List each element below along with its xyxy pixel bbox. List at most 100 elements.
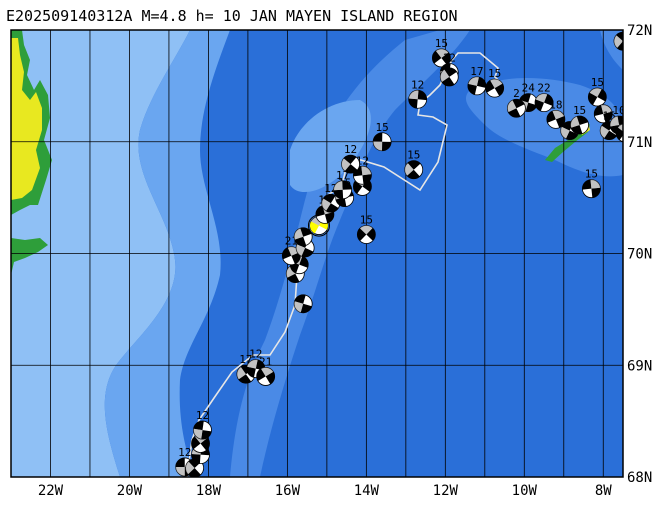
- compressional-quadrant: [588, 89, 607, 105]
- dilatational-shading: [408, 90, 419, 100]
- map-area: 1212121712211921121212151212171515151215…: [11, 20, 634, 477]
- event-marker[interactable]: 17: [467, 65, 487, 96]
- dilatational-shading: [294, 301, 304, 313]
- lon-tick-label: 8W: [595, 483, 612, 499]
- event-marker[interactable]: 17: [333, 169, 353, 200]
- compressional-quadrant: [561, 121, 578, 140]
- dilatational-shading: [614, 35, 623, 48]
- compressional-quadrant: [193, 421, 212, 440]
- dilatational-shading: [590, 179, 601, 189]
- compressional-quadrant: [616, 32, 623, 51]
- event-marker[interactable]: 15: [485, 67, 505, 98]
- compressional-quadrant: [294, 227, 312, 246]
- event-marker[interactable]: 22: [534, 82, 554, 113]
- event-marker[interactable]: 15: [582, 168, 601, 199]
- dilatational-shading: [570, 116, 580, 128]
- event-marker[interactable]: [293, 227, 313, 247]
- dilatational-shading: [286, 265, 296, 278]
- lat-tick-label: 72N: [627, 23, 652, 39]
- dilatational-shading: [236, 366, 246, 380]
- lon-tick-label: 18W: [196, 483, 222, 499]
- event-marker[interactable]: 24: [518, 82, 538, 113]
- event-marker[interactable]: [593, 104, 613, 124]
- lat-tick-label: 68N: [627, 470, 652, 486]
- event-depth-label: 15: [591, 76, 604, 89]
- event-marker[interactable]: 12: [408, 78, 428, 109]
- event-depth-label: 18: [549, 98, 562, 111]
- event-depth-label: 12: [411, 78, 424, 91]
- lon-tick-label: 16W: [275, 483, 301, 499]
- dilatational-shading: [373, 141, 383, 151]
- dilatational-shading: [185, 461, 195, 475]
- map-frame: [10, 29, 624, 478]
- dilatational-shading: [333, 180, 343, 191]
- dilatational-shading: [296, 244, 306, 257]
- jan-mayen-ridge-shallows: [465, 78, 623, 177]
- lat-tick-label: 70N: [627, 247, 652, 263]
- dilatational-shading: [361, 166, 372, 176]
- compressional-quadrant: [535, 94, 554, 112]
- event-marker[interactable]: [293, 294, 313, 314]
- event-marker[interactable]: 12: [193, 409, 212, 440]
- event-marker[interactable]: 2: [506, 87, 526, 118]
- event-marker[interactable]: 15: [356, 214, 376, 244]
- compressional-quadrant: [246, 359, 265, 378]
- event-depth-label: 12: [249, 348, 262, 361]
- dilatational-shading: [341, 158, 351, 171]
- event-depth-label: 15: [573, 104, 586, 117]
- event-marker[interactable]: 15: [372, 121, 392, 152]
- dilatational-shading: [507, 100, 517, 113]
- event-depth-label: 15: [360, 214, 373, 227]
- dilatational-shading: [261, 367, 274, 377]
- compressional-quadrant: [323, 194, 339, 213]
- lon-tick-label: 22W: [38, 483, 64, 499]
- dilatational-shading: [435, 48, 449, 58]
- event-marker[interactable]: 12: [341, 143, 360, 174]
- event-depth-label: 15: [585, 168, 598, 181]
- event-marker[interactable]: 15: [587, 76, 607, 107]
- compressional-quadrant: [333, 180, 352, 199]
- compressional-quadrant: [441, 67, 457, 86]
- event-marker[interactable]: [439, 67, 459, 87]
- event-depth-label: 17: [470, 65, 483, 78]
- dilatational-shading: [601, 104, 612, 114]
- dilatational-shading: [468, 76, 479, 86]
- event-marker[interactable]: 15: [570, 104, 589, 135]
- event-marker[interactable]: [615, 123, 634, 142]
- event-depth-label: 17: [336, 169, 349, 182]
- dilatational-shading: [404, 162, 414, 176]
- dilatational-shading: [617, 124, 623, 132]
- event-marker[interactable]: 17: [613, 20, 632, 51]
- dilatational-shading: [294, 228, 304, 240]
- dilatational-shading: [193, 428, 203, 439]
- event-depth-label: 12: [178, 446, 191, 459]
- event-depth-label: 24: [522, 82, 536, 95]
- compressional-quadrant: [601, 121, 617, 140]
- event-depth-label: 10: [612, 104, 625, 117]
- event-depth-label: 22: [537, 82, 550, 95]
- compressional-quadrant: [315, 205, 334, 224]
- dilatational-shading: [600, 125, 610, 139]
- dilatational-shading: [359, 225, 373, 235]
- compressional-quadrant: [294, 294, 312, 313]
- compressional-quadrant: [282, 247, 301, 265]
- event-marker[interactable]: 18: [546, 98, 566, 129]
- ridge-shallow-patch: [290, 100, 371, 193]
- longitude-axis: 22W 20W 18W 16W 14W 12W 10W 8W: [38, 483, 612, 499]
- event-marker[interactable]: 21: [281, 235, 301, 266]
- event-marker[interactable]: 21: [256, 355, 276, 386]
- event-depth-label: 2: [513, 87, 520, 100]
- compressional-quadrant: [519, 93, 537, 112]
- event-marker[interactable]: 12: [353, 154, 372, 185]
- event-marker[interactable]: 15: [431, 37, 451, 68]
- event-marker[interactable]: 15: [404, 149, 424, 180]
- compressional-quadrant: [407, 160, 421, 179]
- lon-tick-label: 20W: [117, 483, 143, 499]
- event-depth-label: 12: [344, 143, 357, 156]
- lat-tick-label: 69N: [627, 358, 652, 374]
- greenland-ice: [11, 38, 42, 200]
- compressional-quadrant: [191, 436, 210, 451]
- dilatational-shading: [535, 93, 548, 103]
- plate-boundary: [186, 52, 501, 477]
